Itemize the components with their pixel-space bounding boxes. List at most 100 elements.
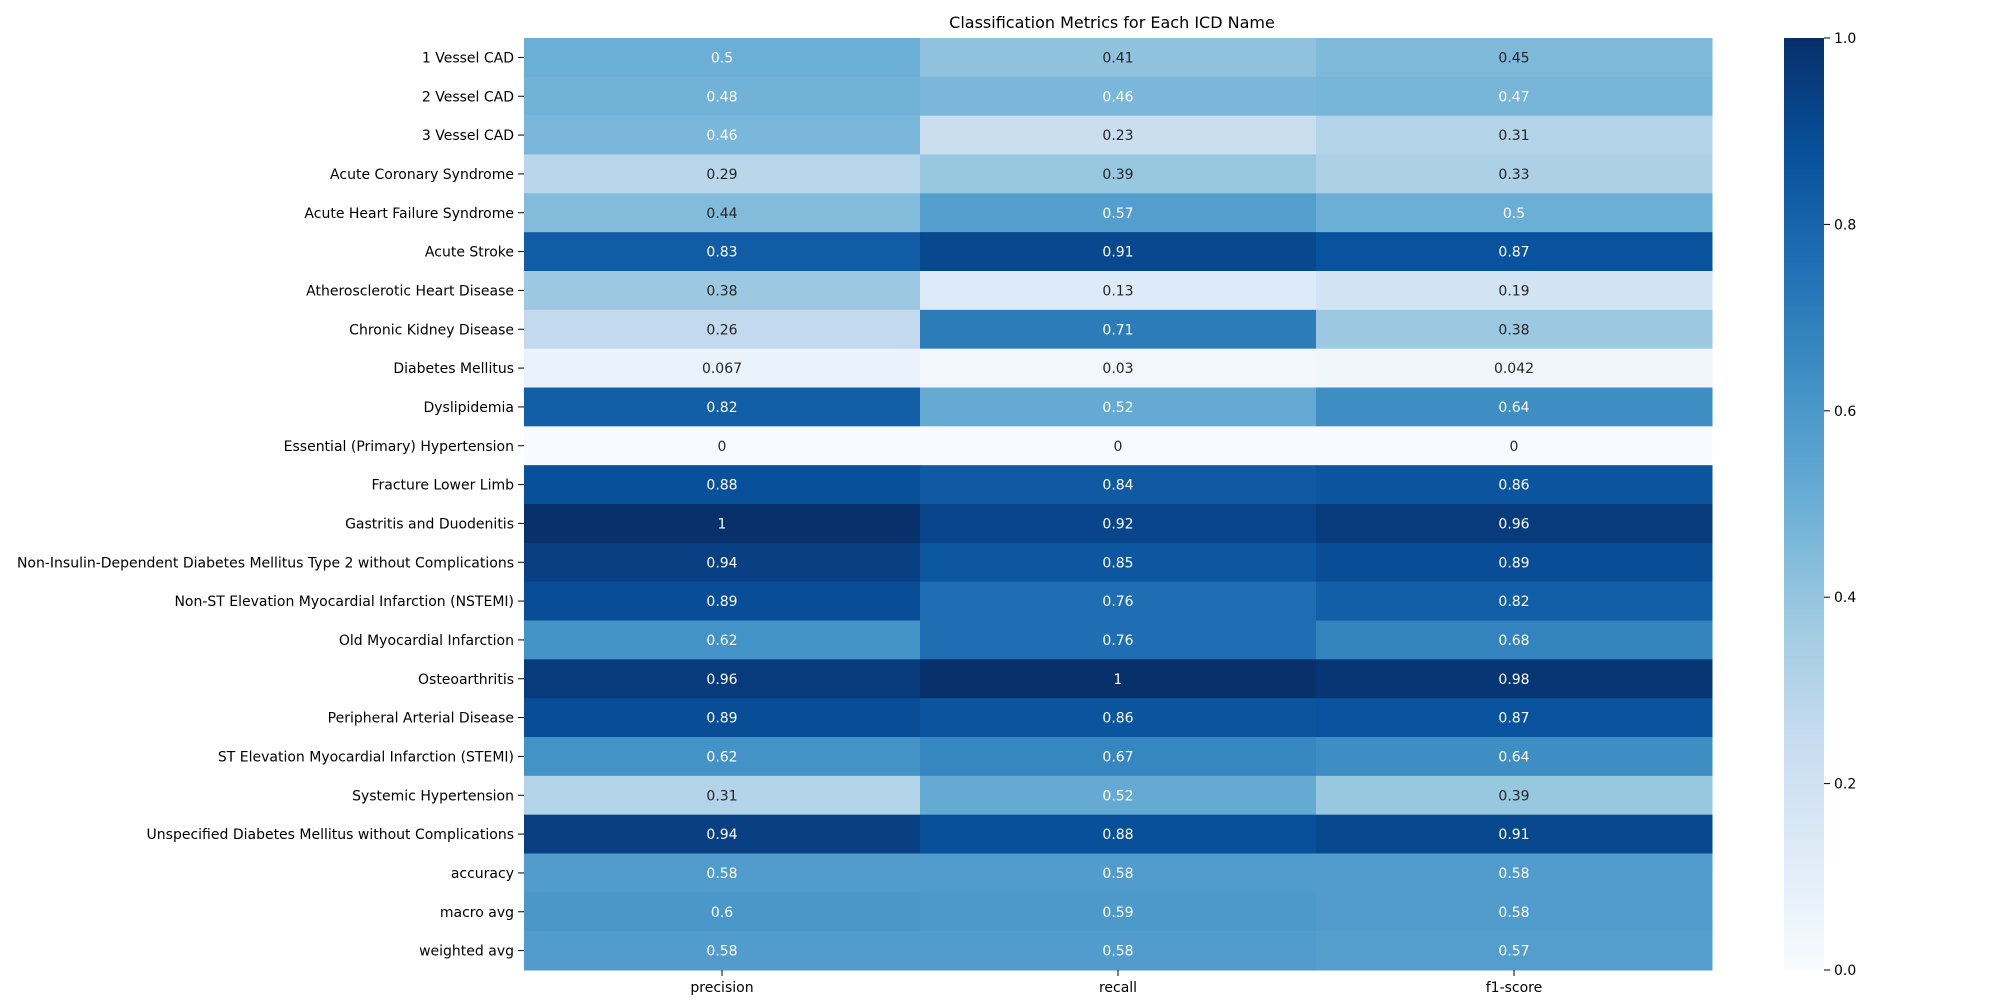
y-tick-label: macro avg: [440, 905, 514, 921]
cell-value-label: 0.57: [1498, 944, 1529, 960]
heatmap-cell: [1316, 581, 1713, 621]
y-tick-label: accuracy: [451, 866, 514, 882]
colorbar-tick-label: 0.8: [1834, 217, 1856, 233]
x-tick-label: f1-score: [1486, 980, 1543, 996]
cell-value-label: 0.58: [1498, 866, 1529, 882]
cell-value-label: 0.46: [1102, 89, 1133, 105]
heatmap-cell: [920, 853, 1317, 893]
y-tick-label: Old Myocardial Infarction: [339, 633, 514, 649]
cell-value-label: 0.47: [1498, 89, 1529, 105]
cell-value-label: 1: [718, 516, 727, 532]
heatmap-cell: [920, 775, 1317, 816]
cell-value-label: 0.44: [706, 206, 737, 222]
colorbar-gradient: [1784, 38, 1824, 970]
cell-value-label: 0.6: [711, 905, 733, 921]
cell-value-label: 0.98: [1498, 672, 1529, 688]
heatmap-cell: [524, 581, 921, 621]
heatmap-cell: [524, 931, 921, 971]
cell-value-label: 0.96: [1498, 516, 1529, 532]
heatmap-cell: [524, 193, 921, 233]
colorbar-ticks: 0.0 0.2 0.4 0.6 0.8 1.0: [1824, 31, 1856, 979]
colorbar-tick-label: 0.0: [1834, 963, 1856, 979]
chart-title: Classification Metrics for Each ICD Name: [949, 13, 1275, 32]
y-tick-label: Peripheral Arterial Disease: [328, 711, 514, 727]
y-tick-label: Systemic Hypertension: [352, 788, 514, 804]
heatmap-cell: [1316, 76, 1713, 117]
cell-value-label: 0.86: [1102, 711, 1133, 727]
cell-value-label: 0.88: [706, 478, 737, 494]
y-tick-label: Non-Insulin-Dependent Diabetes Mellitus …: [17, 555, 514, 571]
heatmap-cell: [920, 426, 1317, 466]
colorbar-tick-label: 1.0: [1834, 31, 1856, 47]
cell-value-label: 0.85: [1102, 555, 1133, 571]
heatmap-cell: [524, 737, 921, 777]
heatmap-cell: [524, 504, 921, 544]
heatmap-cell: [524, 348, 921, 388]
cell-value-label: 0.83: [706, 245, 737, 261]
colorbar: 0.0 0.2 0.4 0.6 0.8 1.0: [1784, 31, 1856, 979]
cell-value-label: 0.46: [706, 128, 737, 144]
cell-value-label: 0.58: [1102, 866, 1133, 882]
heatmap-cell: [1316, 232, 1713, 272]
heatmap-cell: [1316, 387, 1713, 427]
heatmap-cell-labels: 0.5 0.41 0.45 0.48 0.46 0.47 0.46 0.23 0.31 0.29 0…: [702, 50, 1534, 959]
x-tick-label: precision: [690, 980, 753, 996]
y-tick-label: Acute Heart Failure Syndrome: [304, 206, 514, 222]
cell-value-label: 0.89: [706, 594, 737, 610]
cell-value-label: 0.23: [1102, 128, 1133, 144]
cell-value-label: 0.45: [1498, 50, 1529, 66]
cell-value-label: 0: [718, 439, 727, 455]
y-tick-label: Osteoarthritis: [418, 672, 514, 688]
heatmap-cell: [524, 814, 921, 854]
y-tick-label: Atherosclerotic Heart Disease: [306, 283, 514, 299]
cell-value-label: 0.042: [1494, 361, 1534, 377]
cell-value-label: 0.41: [1102, 50, 1133, 66]
heatmap-cell: [524, 620, 921, 660]
y-tick-label: Dyslipidemia: [423, 400, 514, 416]
heatmap-cell: [1316, 309, 1713, 350]
cell-value-label: 0.87: [1498, 711, 1529, 727]
heatmap-cell: [524, 115, 921, 155]
heatmap-cell: [524, 38, 921, 78]
heatmap-cell: [920, 387, 1317, 427]
cell-value-label: 0.76: [1102, 633, 1133, 649]
cell-value-label: 0.52: [1102, 788, 1133, 804]
heatmap-cell: [1316, 814, 1713, 854]
cell-value-label: 0.86: [1498, 478, 1529, 494]
heatmap-cell: [1316, 698, 1713, 738]
heatmap-cell: [920, 698, 1317, 738]
y-tick-label: Acute Coronary Syndrome: [330, 167, 514, 183]
cell-value-label: 0.57: [1102, 206, 1133, 222]
heatmap-cell: [920, 115, 1317, 155]
heatmap-cell: [1316, 853, 1713, 893]
cell-value-label: 0.89: [1498, 555, 1529, 571]
cell-value-label: 0.5: [711, 50, 733, 66]
heatmap-cell: [920, 271, 1317, 311]
cell-value-label: 0.96: [706, 672, 737, 688]
cell-value-label: 0.88: [1102, 827, 1133, 843]
heatmap-cell: [1316, 193, 1713, 233]
x-axis: precision recall f1-score: [690, 970, 1542, 996]
cell-value-label: 0.52: [1102, 400, 1133, 416]
cell-value-label: 0.89: [706, 711, 737, 727]
heatmap-cell: [1316, 271, 1713, 311]
heatmap-cell: [524, 542, 921, 583]
heatmap-cell: [1316, 154, 1713, 194]
heatmap-cell: [1316, 465, 1713, 505]
heatmap-cell: [524, 659, 921, 699]
heatmap-cell: [524, 76, 921, 117]
cell-value-label: 0.67: [1102, 749, 1133, 765]
heatmap-cell: [1316, 775, 1713, 816]
cell-value-label: 0.39: [1102, 167, 1133, 183]
y-tick-label: 3 Vessel CAD: [422, 128, 514, 144]
cell-value-label: 0.82: [706, 400, 737, 416]
heatmap-cells: [524, 38, 1713, 971]
y-tick-label: ST Elevation Myocardial Infarction (STEM…: [218, 749, 514, 765]
y-tick-label: 1 Vessel CAD: [422, 50, 514, 66]
cell-value-label: 0.29: [706, 167, 737, 183]
colorbar-tick-label: 0.4: [1834, 590, 1856, 606]
cell-value-label: 0.58: [706, 944, 737, 960]
y-tick-label: Chronic Kidney Disease: [349, 322, 514, 338]
